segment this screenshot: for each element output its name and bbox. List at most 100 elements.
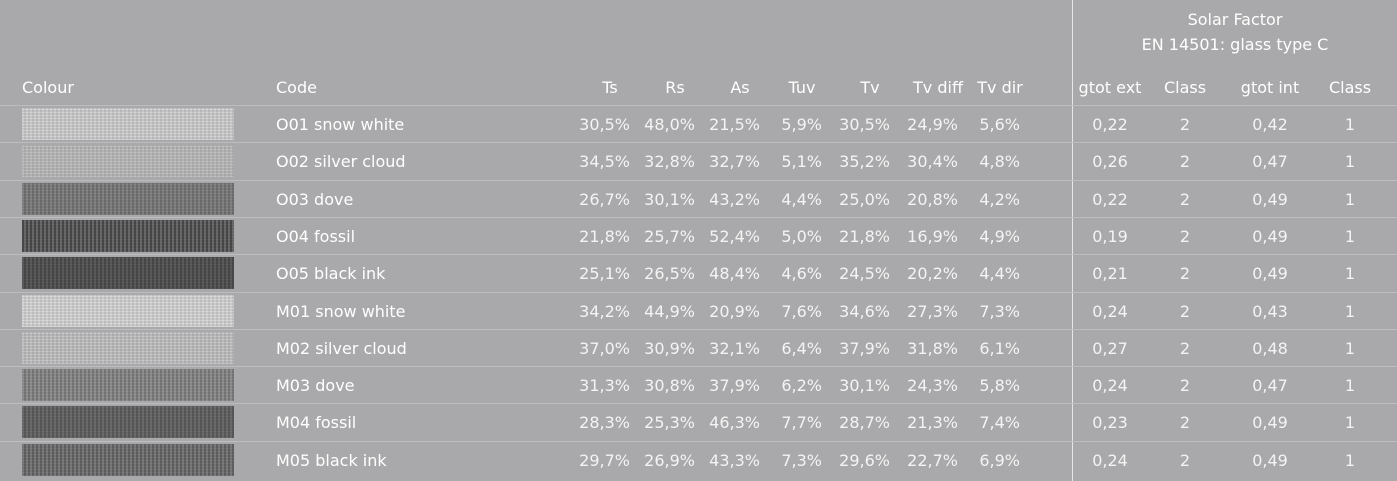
value-cell: 0,21 <box>1092 264 1128 284</box>
value-cell: 0,26 <box>1092 152 1128 172</box>
value-cell: 2 <box>1179 301 1191 321</box>
value-cell: 25,7% <box>644 226 695 246</box>
value-cell: 0,23 <box>1092 413 1128 433</box>
value-cell: 30,5% <box>579 115 630 134</box>
value-cell: 7,6% <box>781 301 822 321</box>
value-cell: 1 <box>1344 376 1356 396</box>
value-cell: 28,7% <box>839 413 890 433</box>
value-cell: 21,5% <box>709 115 760 134</box>
value-cell: 6,2% <box>781 376 822 396</box>
value-cell: 1 <box>1344 115 1356 134</box>
value-cell: 0,22 <box>1092 115 1128 134</box>
code-cell: M01 snow white <box>276 301 406 321</box>
group-title: Solar Factor <box>1187 10 1283 29</box>
column-header: As <box>730 78 750 97</box>
value-cell: 20,9% <box>709 301 760 321</box>
column-header: Tv dir <box>977 78 1023 97</box>
value-cell: 26,5% <box>644 264 695 284</box>
value-cell: 32,7% <box>709 152 760 172</box>
value-cell: 1 <box>1344 301 1356 321</box>
value-cell: 35,2% <box>839 152 890 172</box>
value-cell: 0,24 <box>1092 301 1128 321</box>
value-cell: 2 <box>1179 115 1191 134</box>
value-cell: 1 <box>1344 152 1356 172</box>
group-subtitle: EN 14501: glass type C <box>1141 35 1329 54</box>
value-cell: 2 <box>1179 450 1191 470</box>
column-header: Class <box>1163 78 1207 97</box>
row-separator <box>0 105 1397 106</box>
value-cell: 27,3% <box>907 301 958 321</box>
value-cell: 4,4% <box>781 189 822 209</box>
value-cell: 5,9% <box>781 115 822 134</box>
swatch <box>22 182 234 215</box>
value-cell: 0,48 <box>1252 338 1288 358</box>
column-header: Tuv <box>788 78 816 97</box>
value-cell: 4,2% <box>979 189 1020 209</box>
value-cell: 2 <box>1179 413 1191 433</box>
value-cell: 21,8% <box>839 226 890 246</box>
value-cell: 46,3% <box>709 413 760 433</box>
value-cell: 0,24 <box>1092 450 1128 470</box>
value-cell: 25,0% <box>839 189 890 209</box>
value-cell: 2 <box>1179 152 1191 172</box>
swatch <box>22 257 234 290</box>
value-cell: 43,3% <box>709 450 760 470</box>
code-cell: O05 black ink <box>276 264 386 284</box>
value-cell: 0,19 <box>1092 226 1128 246</box>
row-separator <box>0 216 1397 218</box>
swatch <box>22 145 234 178</box>
value-cell: 0,49 <box>1252 226 1288 246</box>
value-cell: 4,9% <box>979 226 1020 246</box>
value-cell: 48,4% <box>709 264 760 284</box>
value-cell: 43,2% <box>709 189 760 209</box>
value-cell: 0,43 <box>1252 301 1288 321</box>
code-cell: O02 silver cloud <box>276 152 406 172</box>
value-cell: 1 <box>1344 338 1356 358</box>
code-cell: O03 dove <box>276 189 354 209</box>
code-cell: O04 fossil <box>276 226 356 246</box>
code-cell: M02 silver cloud <box>276 338 407 358</box>
code-cell: M05 black ink <box>276 450 387 470</box>
swatch <box>22 219 234 252</box>
value-cell: 4,6% <box>781 264 822 284</box>
column-header: Tv diff <box>913 78 963 97</box>
swatch <box>22 443 234 476</box>
value-cell: 37,0% <box>579 338 630 358</box>
value-cell: 0,42 <box>1252 115 1288 134</box>
value-cell: 0,22 <box>1092 189 1128 209</box>
value-cell: 24,3% <box>907 376 958 396</box>
value-cell: 1 <box>1344 450 1356 470</box>
value-cell: 32,8% <box>644 152 695 172</box>
value-cell: 6,1% <box>979 338 1020 358</box>
row-separator <box>0 403 1397 405</box>
row-separator <box>0 366 1397 368</box>
row-separator <box>0 179 1397 181</box>
value-cell: 1 <box>1344 189 1356 209</box>
value-cell: 0,27 <box>1092 338 1128 358</box>
value-cell: 20,8% <box>907 189 958 209</box>
value-cell: 7,3% <box>979 301 1020 321</box>
value-cell: 30,1% <box>644 189 695 209</box>
value-cell: 7,4% <box>979 413 1020 433</box>
value-cell: 37,9% <box>709 376 760 396</box>
column-header: Tv <box>860 78 880 97</box>
value-cell: 52,4% <box>709 226 760 246</box>
swatch <box>22 369 234 402</box>
swatch <box>22 108 234 140</box>
value-cell: 1 <box>1344 226 1356 246</box>
column-header: Rs <box>665 78 685 97</box>
group-divider <box>1072 0 1073 481</box>
code-cell: M03 dove <box>276 376 355 396</box>
value-cell: 25,3% <box>644 413 695 433</box>
value-cell: 6,4% <box>781 338 822 358</box>
value-cell: 5,0% <box>781 226 822 246</box>
value-cell: 34,5% <box>579 152 630 172</box>
value-cell: 25,1% <box>579 264 630 284</box>
value-cell: 1 <box>1344 413 1356 433</box>
value-cell: 1 <box>1344 264 1356 284</box>
value-cell: 2 <box>1179 189 1191 209</box>
value-cell: 31,8% <box>907 338 958 358</box>
value-cell: 24,9% <box>907 115 958 134</box>
value-cell: 5,8% <box>979 376 1020 396</box>
value-cell: 30,5% <box>839 115 890 134</box>
